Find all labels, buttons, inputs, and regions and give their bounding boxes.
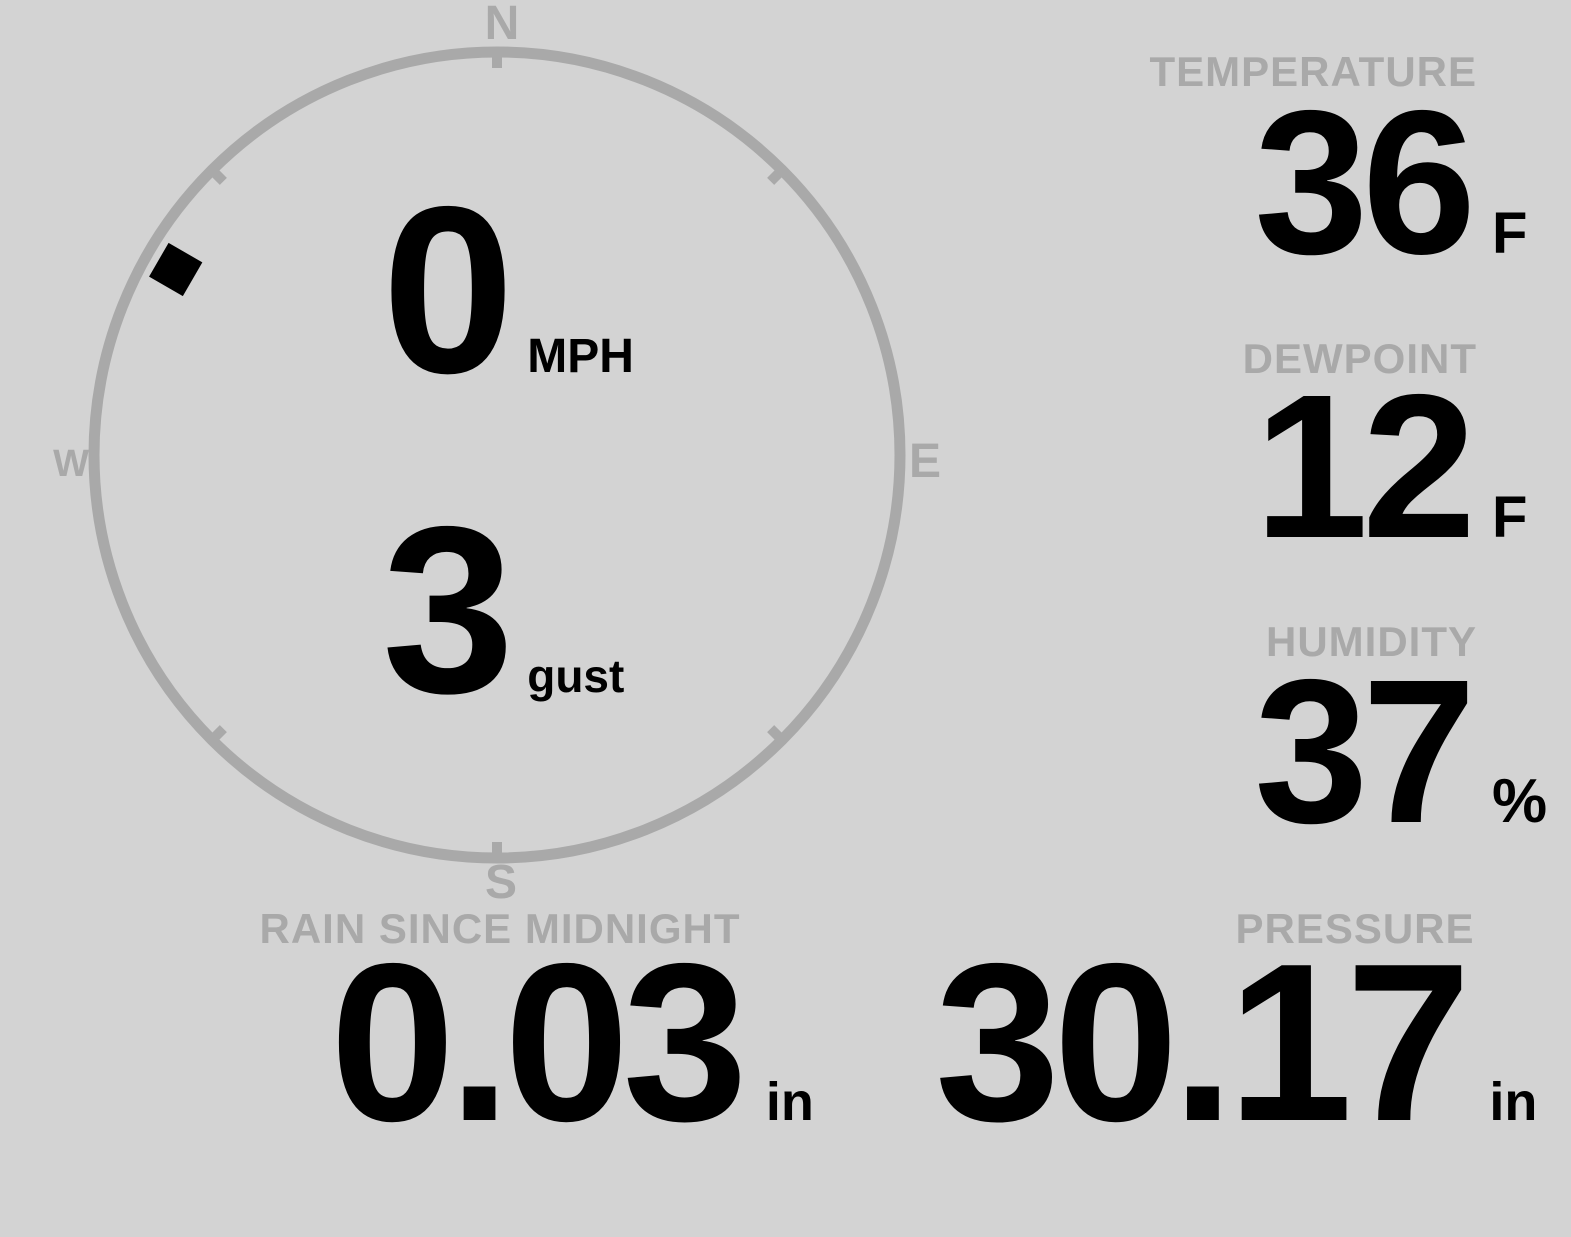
humidity-unit: %: [1492, 767, 1548, 836]
pressure-reading: 30.17 in: [935, 930, 1537, 1155]
compass-label-west: W: [53, 443, 89, 485]
temperature-label: TEMPERATURE: [1149, 48, 1477, 95]
rain-reading: 0.03 in: [330, 930, 814, 1155]
compass-ticks: [206, 49, 788, 861]
pressure-value: 30.17: [935, 916, 1471, 1168]
wind-gust-unit: gust: [527, 650, 625, 702]
rain-value: 0.03: [330, 916, 748, 1168]
temperature-unit: F: [1492, 201, 1528, 266]
temperature-reading: 36 F: [1254, 80, 1532, 285]
wind-speed: 0 MPH: [382, 172, 634, 410]
compass-label-north: N: [484, 0, 520, 50]
humidity-label: HUMIDITY: [1266, 618, 1477, 665]
compass-label-south: S: [484, 856, 517, 909]
pressure-label: PRESSURE: [1235, 905, 1475, 952]
rain-label: RAIN SINCE MIDNIGHT: [259, 905, 741, 952]
wind-gust: 3 gust: [382, 492, 624, 730]
humidity-reading: 37 %: [1254, 637, 1548, 866]
rain-unit: in: [765, 1072, 814, 1132]
wind-speed-unit: MPH: [527, 330, 634, 383]
pressure-unit: in: [1489, 1072, 1538, 1132]
temperature-value: 36: [1254, 68, 1476, 297]
dewpoint-reading: 12 F: [1254, 364, 1532, 569]
wind-compass-dial: [88, 46, 906, 864]
dewpoint-value: 12: [1254, 352, 1476, 581]
humidity-value: 37: [1254, 637, 1476, 866]
wind-speed-value: 0: [382, 158, 514, 423]
compass-label-east: E: [908, 435, 941, 488]
wind-direction-marker: [149, 242, 203, 297]
wind-gust-value: 3: [382, 478, 514, 743]
dewpoint-unit: F: [1492, 485, 1528, 550]
dewpoint-label: DEWPOINT: [1242, 335, 1477, 382]
